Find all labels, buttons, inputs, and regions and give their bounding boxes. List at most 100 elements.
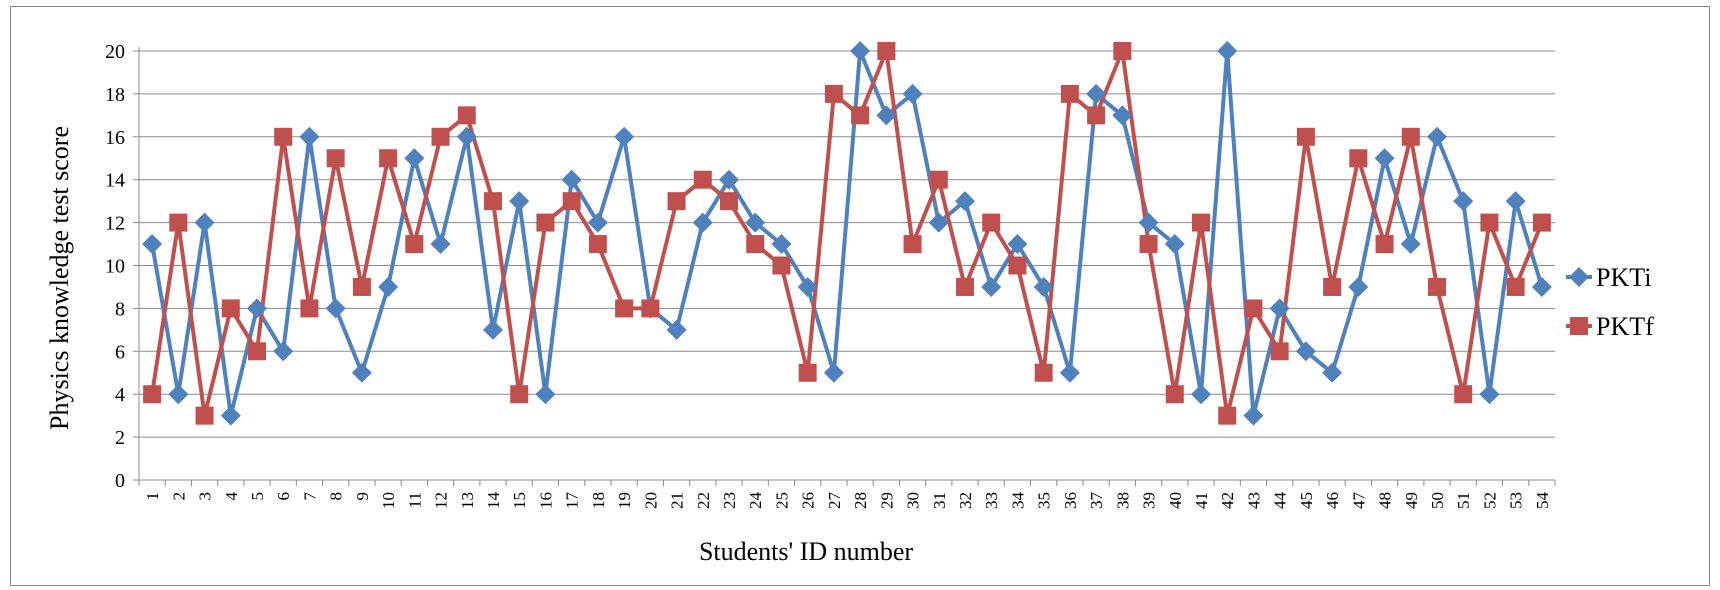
- data-point: [1374, 148, 1395, 169]
- x-tick-label: 47: [1349, 492, 1368, 510]
- data-point: [1243, 405, 1264, 426]
- data-point: [982, 213, 1001, 232]
- x-axis-title: Students' ID number: [699, 537, 913, 566]
- y-tick-label: 14: [105, 170, 125, 192]
- data-point: [1506, 277, 1525, 296]
- data-point: [378, 276, 399, 297]
- data-point: [247, 298, 267, 319]
- data-point: [1087, 106, 1106, 125]
- data-point: [1480, 213, 1499, 232]
- data-point: [535, 384, 556, 405]
- x-tick-label: 10: [379, 492, 398, 509]
- y-tick-label: 6: [115, 341, 125, 363]
- data-point: [431, 127, 450, 146]
- data-point: [1060, 84, 1079, 103]
- data-point: [248, 342, 266, 361]
- gridlines: [133, 50, 1555, 481]
- data-point: [667, 192, 686, 211]
- data-point: [1139, 235, 1158, 254]
- data-point: [299, 126, 320, 147]
- data-point: [1295, 341, 1316, 362]
- data-point: [1007, 234, 1028, 255]
- chart-frame: [10, 6, 1710, 586]
- data-point: [798, 363, 817, 382]
- data-point: [274, 127, 293, 146]
- legend-marker: [1569, 267, 1589, 287]
- data-point: [1479, 384, 1500, 405]
- data-point: [510, 385, 529, 404]
- data-point: [352, 277, 371, 296]
- legend: PKTi PKTf: [1566, 263, 1654, 341]
- data-point: [456, 126, 477, 147]
- y-tick-label: 10: [105, 256, 125, 278]
- x-tick-label: 51: [1454, 492, 1473, 509]
- x-tick-label: 45: [1297, 492, 1316, 509]
- data-point: [168, 384, 189, 405]
- data-point: [719, 169, 739, 190]
- series-line: [150, 49, 1544, 418]
- axes: [138, 47, 1556, 486]
- data-point: [771, 234, 792, 255]
- x-tick-label: 33: [982, 492, 1001, 509]
- data-point: [1505, 191, 1526, 212]
- series-lines: [150, 49, 1544, 418]
- x-tick-label: 9: [353, 492, 372, 501]
- data-point: [1531, 276, 1552, 297]
- data-point: [850, 41, 871, 61]
- data-point: [666, 319, 687, 340]
- legend-label: PKTi: [1596, 263, 1651, 292]
- data-point: [1034, 363, 1053, 382]
- data-point: [876, 105, 897, 126]
- data-point: [824, 84, 843, 103]
- x-tick-label: 15: [510, 492, 529, 509]
- data-point: [1323, 277, 1342, 296]
- x-tick-label: 37: [1087, 492, 1106, 510]
- data-point: [142, 234, 163, 255]
- data-point: [561, 169, 582, 190]
- y-tick-label: 2: [115, 427, 125, 449]
- data-point: [955, 191, 975, 212]
- data-point: [1269, 298, 1290, 319]
- x-tick-label: 48: [1376, 492, 1395, 509]
- y-tick-label: 0: [115, 470, 125, 492]
- x-tick-label: 31: [930, 492, 949, 509]
- data-point: [1165, 385, 1184, 404]
- data-point: [1191, 384, 1211, 405]
- data-point: [746, 235, 765, 254]
- data-point: [194, 212, 215, 233]
- data-point: [221, 299, 240, 318]
- x-tick-label: 43: [1244, 492, 1263, 509]
- data-point: [1217, 41, 1238, 61]
- data-point: [851, 106, 870, 125]
- x-tick-label: 20: [641, 492, 660, 509]
- data-point: [1113, 42, 1132, 60]
- data-point: [903, 235, 922, 254]
- x-tick-label: 2: [169, 492, 188, 501]
- y-tick-label: 8: [115, 298, 125, 320]
- y-tick-label: 4: [115, 384, 125, 406]
- x-tick-label: 35: [1035, 492, 1054, 509]
- data-point: [562, 192, 581, 211]
- data-point: [300, 299, 319, 318]
- y-tick-label: 18: [105, 84, 125, 106]
- data-point: [693, 170, 712, 189]
- data-point: [877, 42, 896, 60]
- data-point: [956, 277, 974, 296]
- data-point: [1059, 362, 1080, 383]
- data-point: [220, 405, 241, 426]
- series-markers: [142, 41, 1552, 426]
- x-tick-label: 53: [1507, 492, 1526, 509]
- data-point: [1218, 406, 1237, 425]
- x-tick-label: 36: [1061, 492, 1080, 509]
- data-point: [587, 212, 608, 233]
- x-tick-label: 1: [143, 492, 162, 501]
- data-point: [615, 299, 634, 318]
- data-point: [614, 126, 635, 147]
- data-point: [1532, 213, 1551, 232]
- y-tick-label: 12: [105, 213, 125, 235]
- data-point: [169, 213, 188, 232]
- data-point: [430, 234, 451, 255]
- data-point: [1428, 277, 1446, 296]
- data-point: [379, 149, 398, 168]
- x-tick-label: 27: [825, 492, 844, 510]
